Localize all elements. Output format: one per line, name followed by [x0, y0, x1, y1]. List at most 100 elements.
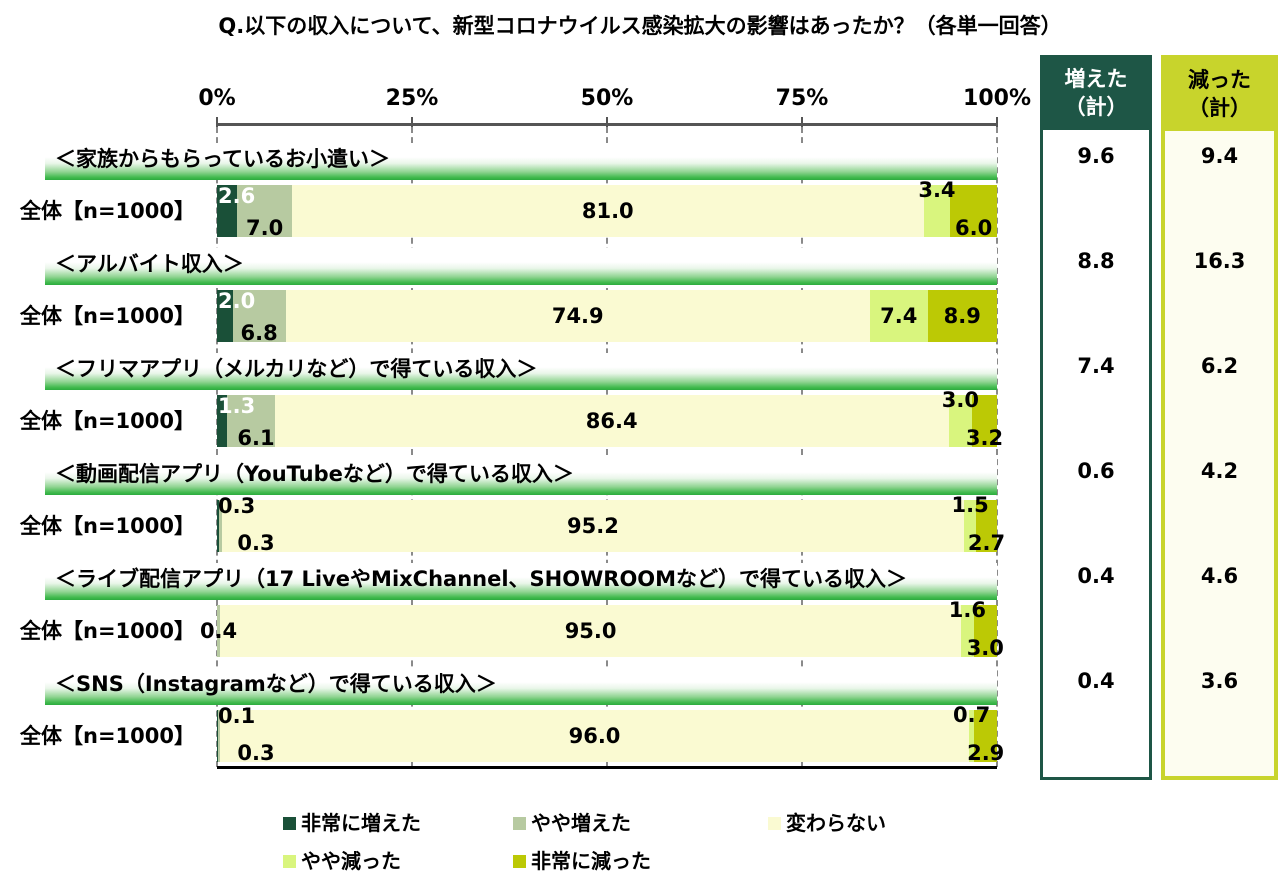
bar-value-label: 8.9: [943, 304, 981, 328]
bar-value-label: 6.0: [954, 216, 993, 240]
bar-segment-4: [927, 290, 997, 342]
stacked-bar: 1.3 6.1 86.4 3.0 3.2: [217, 388, 1003, 450]
row-label: 全体【n=1000】: [20, 304, 195, 328]
bar-segment-4: [973, 605, 997, 657]
bar-segment-4: [972, 395, 997, 447]
row-label: 全体【n=1000】: [20, 619, 195, 643]
bar-segment-1: [217, 710, 221, 762]
bar-segment-0: [217, 290, 233, 342]
bar-segment-3: [948, 395, 973, 447]
bar-value-label: 2.9: [967, 741, 1005, 765]
stacked-bar: 2.0 6.8 74.9 7.4 8.9: [217, 289, 997, 345]
bar-value-label: 0.1: [218, 704, 256, 728]
axis-tick: [996, 117, 998, 133]
increase-total-value: 9.6: [1077, 144, 1115, 168]
bar-segment-4: [950, 185, 997, 237]
bar-value-label: 86.4: [585, 409, 638, 433]
bar-segment-3: [961, 605, 974, 657]
bar-segment-3: [964, 500, 976, 552]
decrease-total-value: 4.6: [1200, 564, 1239, 588]
bar-segment-4: [974, 710, 997, 762]
legend-swatch-icon: [283, 817, 296, 830]
bar-segment-1: [217, 605, 221, 657]
legend-swatch-icon: [283, 855, 296, 868]
increase-header-line1: 増えた: [1064, 67, 1128, 91]
bar-segment-1: [219, 500, 222, 552]
bar-segment-2: [291, 185, 924, 237]
bar-value-label: 2.6: [218, 184, 256, 208]
bar-value-label: 1.3: [218, 394, 256, 418]
legend-item: 変わらない: [768, 810, 886, 836]
decrease-header-line1: 減った: [1188, 68, 1251, 92]
decrease-total-value: 3.6: [1200, 669, 1239, 693]
bar-segment-2: [220, 710, 969, 762]
gridline: [411, 127, 413, 767]
percent-axis: [217, 123, 997, 126]
decrease-total-value: 16.3: [1193, 249, 1246, 273]
category-band: ＜SNS（Instagramなど）で得ている収入＞: [45, 668, 997, 705]
bar-value-label: 1.5: [951, 493, 989, 517]
row-label: 全体【n=1000】: [20, 724, 195, 748]
page-title: Q.以下の収入について、新型コロナウイルス感染拡大の影響はあったか？（各単一回答…: [218, 14, 1062, 38]
bar-value-label: 7.4: [880, 304, 918, 328]
category-title: ＜フリマアプリ（メルカリなど）で得ている収入＞: [55, 357, 538, 381]
bar-value-label: 6.8: [240, 321, 278, 345]
bar-segment-2: [220, 605, 962, 657]
bar-segment-2: [221, 500, 965, 552]
bar-value-label: 0.7: [953, 703, 991, 727]
bar-value-label: 96.0: [568, 724, 621, 748]
decrease-total-column: 減った （計） 9.4 16.3 6.2 4.2 4.6 3.6: [1161, 55, 1278, 780]
category-title: ＜ライブ配信アプリ（17 LiveやMixChannel、SHOWROOMなど）…: [55, 567, 908, 591]
bar-value-label: 7.0: [245, 216, 284, 240]
stacked-bar: 0.3 0.3 95.2 1.5 2.7: [217, 493, 1005, 555]
bar-value-label: 2.7: [967, 531, 1006, 555]
bar-segment-1: [227, 395, 275, 447]
bar-value-label: 0.3: [237, 531, 275, 555]
increase-total-value: 7.4: [1077, 354, 1115, 378]
chart-baseline: [217, 766, 997, 769]
category-band: ＜ライブ配信アプリ（17 LiveやMixChannel、SHOWROOMなど）…: [45, 563, 997, 600]
axis-tick-label: 100%: [963, 86, 1031, 111]
bar-value-label: 0.3: [218, 494, 256, 518]
bar-value-label: 74.9: [551, 304, 604, 328]
bar-value-label: 3.0: [941, 388, 979, 412]
category-title: ＜動画配信アプリ（YouTubeなど）で得ている収入＞: [55, 462, 574, 486]
increase-total-value: 8.8: [1077, 249, 1115, 273]
legend-swatch-icon: [513, 817, 526, 830]
legend-item: やや増えた: [513, 810, 631, 836]
decrease-header-line2: （計）: [1188, 96, 1251, 120]
stacked-bar: 0.1 0.3 96.0 0.7 2.9: [217, 703, 1004, 765]
bar-value-label: 0.3: [237, 741, 275, 765]
axis-tick-label: 25%: [385, 86, 439, 111]
bar-value-label: 3.4: [918, 178, 956, 202]
axis-tick-label: 0%: [198, 86, 236, 111]
category-band: ＜家族からもらっているお小遣い＞: [45, 143, 997, 180]
bar-segment-0: [217, 185, 238, 237]
bar-segment-2: [274, 395, 949, 447]
legend-item: 非常に増えた: [283, 810, 421, 836]
row-label: 全体【n=1000】: [20, 409, 195, 433]
bar-value-label: 6.1: [237, 426, 275, 450]
bar-segment-3: [869, 290, 928, 342]
category-title: ＜SNS（Instagramなど）で得ている収入＞: [55, 672, 497, 696]
gridline: [606, 127, 608, 767]
bar-value-label: 3.2: [965, 426, 1004, 450]
bar-segment-1: [232, 290, 286, 342]
gridline: [996, 127, 998, 767]
bar-value-label: 95.0: [564, 619, 617, 643]
bar-segment-0: [217, 395, 228, 447]
decrease-column-header: 減った （計）: [1165, 59, 1274, 131]
decrease-total-value: 4.2: [1200, 459, 1239, 483]
category-title: ＜家族からもらっているお小遣い＞: [55, 147, 390, 171]
increase-column-header: 増えた （計）: [1043, 58, 1149, 130]
bar-segment-0: [217, 710, 218, 762]
stacked-bar: 0.4 95.0 1.6 3.0: [200, 598, 1004, 660]
bar-segment-3: [968, 710, 975, 762]
bar-value-label: 3.0: [966, 636, 1004, 660]
increase-total-value: 0.6: [1077, 459, 1115, 483]
bar-value-label: 81.0: [581, 199, 634, 223]
category-band: ＜アルバイト収入＞: [45, 248, 997, 285]
stacked-bar: 2.6 7.0 81.0 3.4 6.0: [217, 178, 997, 240]
row-label: 全体【n=1000】: [20, 199, 195, 223]
